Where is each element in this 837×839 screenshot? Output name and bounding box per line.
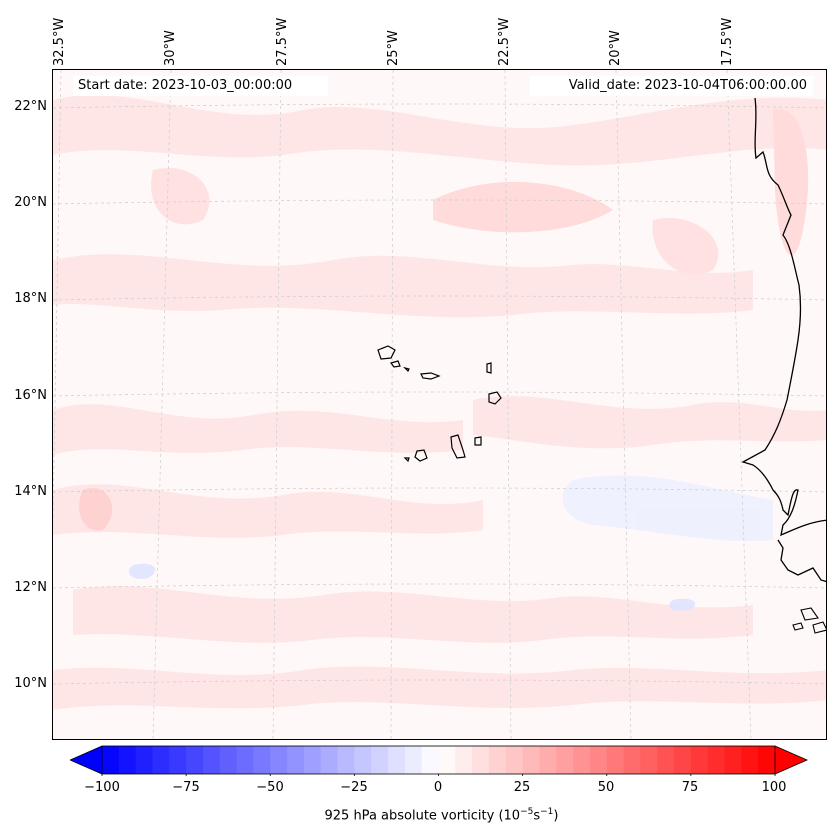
- colorbar-cells: [102, 746, 776, 774]
- lon-label-20w: 20°W: [608, 30, 623, 66]
- bijagos-islands: [792, 607, 826, 634]
- colorbar-cell: [388, 746, 406, 774]
- lon-label-25w: 25°W: [386, 30, 401, 66]
- island-sao-vicente: [389, 360, 401, 368]
- cape-verde-islands: [377, 345, 502, 463]
- colorbar-cell: [573, 746, 591, 774]
- cbar-tick-0: 0: [433, 780, 443, 795]
- colorbar-cell: [522, 746, 540, 774]
- valid-date-label: Valid_date: 2023-10-04T06:00:00.00: [530, 76, 813, 96]
- colorbar-high-extension: [775, 746, 807, 774]
- cbar-tick-neg75: −75: [172, 780, 200, 795]
- africa-coastline: [741, 97, 826, 537]
- africa-coastline-south: [777, 539, 826, 583]
- lat-label-10n: 10°N: [14, 676, 47, 691]
- colorbar-cell: [186, 746, 204, 774]
- lon-label-32-5w: 32.5°W: [52, 17, 67, 66]
- colorbar-cell: [690, 746, 709, 774]
- island-santiago: [450, 434, 466, 459]
- colorbar-cell: [152, 746, 170, 774]
- vorticity-map: [52, 69, 827, 740]
- colorbar-cell: [606, 746, 625, 774]
- colorbar-cell: [472, 746, 490, 774]
- colorbar-cell: [505, 746, 524, 774]
- vorticity-field: [53, 95, 826, 710]
- lat-label-18n: 18°N: [14, 291, 47, 306]
- colorbar-cell: [118, 746, 137, 774]
- lon-label-17-5w: 17.5°W: [720, 17, 735, 66]
- lat-label-12n: 12°N: [14, 580, 47, 595]
- colorbar-cell: [674, 746, 692, 774]
- island-maio: [474, 436, 482, 446]
- colorbar-cell: [657, 746, 675, 774]
- lon-label-22-5w: 22.5°W: [497, 17, 512, 66]
- colorbar-cell: [404, 746, 423, 774]
- island-brava: [403, 457, 410, 463]
- colorbar: [70, 745, 808, 776]
- negative-vorticity-patches: [128, 475, 773, 611]
- colorbar-cell: [539, 746, 557, 774]
- cbar-tick-neg50: −50: [256, 780, 284, 795]
- colorbar-cell: [253, 746, 271, 774]
- lat-label-20n: 20°N: [14, 195, 47, 210]
- colorbar-ext-outline: [70, 745, 808, 775]
- colorbar-cell: [236, 746, 254, 774]
- colorbar-cell: [337, 746, 355, 774]
- colorbar-cell: [724, 746, 742, 774]
- colorbar-cell: [589, 746, 608, 774]
- colorbar-cell: [758, 746, 776, 774]
- lon-label-30w: 30°W: [163, 30, 178, 66]
- colorbar-cell: [488, 746, 507, 774]
- island-santo-antao: [377, 345, 396, 360]
- island-santa-luzia: [403, 366, 410, 373]
- island-boa-vista: [488, 391, 502, 405]
- colorbar-cell: [320, 746, 339, 774]
- colorbar-low-extension: [70, 746, 102, 774]
- colorbar-cell: [219, 746, 238, 774]
- island-sal: [486, 362, 492, 374]
- colorbar-cell: [354, 746, 372, 774]
- colorbar-cell: [202, 746, 221, 774]
- colorbar-cell: [455, 746, 473, 774]
- start-date-label: Start date: 2023-10-03_00:00:00: [73, 76, 328, 96]
- map-canvas: [53, 70, 826, 739]
- colorbar-cell: [135, 746, 153, 774]
- colorbar-cell: [102, 746, 120, 774]
- colorbar-cell: [623, 746, 641, 774]
- cbar-tick-50: 50: [597, 780, 615, 795]
- colorbar-cell: [270, 746, 288, 774]
- colorbar-tickmarks: [101, 774, 776, 776]
- cbar-tick-100: 100: [761, 780, 787, 795]
- colorbar-cell: [741, 746, 759, 774]
- island-sao-nicolau: [420, 372, 441, 380]
- lon-label-27-5w: 27.5°W: [275, 17, 290, 66]
- map-gridlines: [53, 70, 826, 739]
- cbar-tick-25: 25: [513, 780, 531, 795]
- colorbar-cell: [421, 746, 439, 774]
- lat-label-14n: 14°N: [14, 484, 47, 499]
- lat-label-22n: 22°N: [14, 99, 47, 114]
- cbar-tick-neg100: −100: [84, 780, 120, 795]
- lat-label-16n: 16°N: [14, 388, 47, 403]
- colorbar-cell: [303, 746, 322, 774]
- colorbar-label: 925 hPa absolute vorticity (10−5s−1): [324, 807, 559, 824]
- colorbar-cell: [438, 746, 456, 774]
- colorbar-cell: [556, 746, 574, 774]
- colorbar-cell: [371, 746, 389, 774]
- colorbar-cell: [707, 746, 726, 774]
- cbar-tick-75: 75: [681, 780, 699, 795]
- cbar-tick-neg25: −25: [340, 780, 368, 795]
- colorbar-cell: [287, 746, 305, 774]
- colorbar-cell: [640, 746, 658, 774]
- island-fogo: [414, 449, 428, 462]
- colorbar-cell: [169, 746, 187, 774]
